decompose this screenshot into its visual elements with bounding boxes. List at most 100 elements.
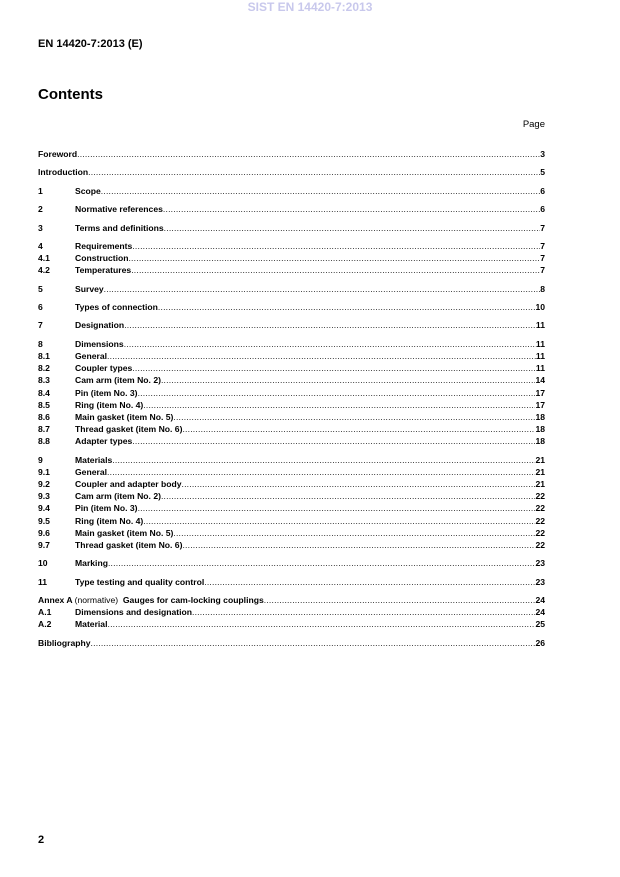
toc-entry-text: Survey (75, 284, 104, 294)
toc-entry-text: Material (75, 619, 107, 629)
toc-entry-page: 8 (540, 283, 545, 294)
toc-entry[interactable]: 9.4 Pin (item No. 3) 22 (38, 503, 545, 515)
document-header: EN 14420-7:2013 (E) (38, 38, 143, 50)
dot-leader (124, 320, 536, 330)
toc-entry-label: Designation (75, 320, 125, 331)
toc-entry-number: 5 (38, 283, 43, 294)
toc-entry-text: Pin (item No. 3) (75, 388, 138, 398)
toc-entry[interactable]: A.2 Material 25 (38, 619, 545, 631)
toc-group: Bibliography 26 (38, 638, 545, 650)
toc-entry-label: Construction (75, 253, 129, 264)
dot-leader (107, 467, 535, 477)
toc-entry[interactable]: 8.3 Cam arm (item No. 2) 14 (38, 375, 545, 387)
toc-entry[interactable]: 9 Materials 21 (38, 455, 545, 467)
toc-entry[interactable]: A.1 Dimensions and designation 24 (38, 607, 545, 619)
toc-entry-page: 18 (535, 411, 545, 422)
table-of-contents: Foreword 3 Introduction 5 1 Scope 6 2 Normative … (38, 149, 545, 656)
toc-entry[interactable]: 9.7 Thread gasket (item No. 6) 22 (38, 540, 545, 552)
toc-entry-text: Coupler and adapter body (75, 479, 181, 489)
toc-entry[interactable]: 3 Terms and definitions 7 (38, 223, 545, 235)
toc-entry-text: Thread gasket (item No. 6) (75, 424, 182, 434)
toc-entry[interactable]: Bibliography 26 (38, 638, 545, 650)
toc-entry[interactable]: 9.3 Cam arm (item No. 2) 22 (38, 491, 545, 503)
dot-leader (143, 400, 535, 410)
toc-entry[interactable]: Annex A (normative) Gauges for cam-locki… (38, 595, 545, 607)
toc-entry-label: Bibliography (38, 637, 91, 648)
toc-entry[interactable]: 8.6 Main gasket (item No. 5) 18 (38, 412, 545, 424)
toc-entry[interactable]: 1 Scope 6 (38, 186, 545, 198)
dot-leader (138, 388, 536, 398)
toc-entry-text: Scope (75, 186, 101, 196)
dot-leader (108, 558, 535, 568)
toc-entry-number: 10 (38, 558, 48, 569)
toc-group: Foreword 3 (38, 149, 545, 161)
toc-entry[interactable]: 11 Type testing and quality control 23 (38, 577, 545, 589)
toc-entry-page: 6 (540, 204, 545, 215)
toc-entry-number: 8.5 (38, 399, 50, 410)
toc-entry[interactable]: 8.7 Thread gasket (item No. 6) 18 (38, 424, 545, 436)
toc-entry-number: 4.2 (38, 265, 50, 276)
toc-group: 1 Scope 6 (38, 186, 545, 198)
toc-entry-number: 7 (38, 320, 43, 331)
toc-entry[interactable]: 8.8 Adapter types 18 (38, 436, 545, 448)
toc-entry[interactable]: Introduction 5 (38, 167, 545, 179)
toc-entry-text: Construction (75, 253, 128, 263)
toc-entry[interactable]: 9.2 Coupler and adapter body 21 (38, 479, 545, 491)
toc-entry-number: 8 (38, 338, 43, 349)
toc-entry[interactable]: 9.1 General 21 (38, 467, 545, 479)
toc-entry-number: 1 (38, 185, 43, 196)
toc-entry-text: General (75, 351, 107, 361)
toc-entry-number: 4 (38, 240, 43, 251)
toc-entry[interactable]: 5 Survey 8 (38, 284, 545, 296)
toc-entry-text: Type testing and quality control (75, 577, 204, 587)
toc-entry-text: Adapter types (75, 436, 132, 446)
toc-entry[interactable]: 8 Dimensions 11 (38, 339, 545, 351)
toc-entry-text: Cam arm (item No. 2) (75, 375, 161, 385)
toc-entry[interactable]: 9.6 Main gasket (item No. 5) 22 (38, 528, 545, 540)
toc-entry-page: 17 (535, 387, 545, 398)
toc-entry[interactable]: 8.5 Ring (item No. 4) 17 (38, 400, 545, 412)
toc-entry-number: 8.6 (38, 411, 50, 422)
toc-entry-text: Ring (item No. 4) (75, 400, 143, 410)
dot-leader (107, 351, 536, 361)
toc-entry-label: Thread gasket (item No. 6) (75, 424, 183, 435)
toc-entry-page: 11 (535, 338, 545, 349)
toc-group: 7 Designation 11 (38, 320, 545, 332)
toc-entry[interactable]: 8.2 Coupler types 11 (38, 363, 545, 375)
toc-entry-label: Dimensions and designation (75, 607, 192, 618)
toc-entry-label: Material (75, 619, 108, 630)
toc-entry-label: Survey (75, 283, 104, 294)
toc-entry-page: 17 (535, 399, 545, 410)
toc-entry[interactable]: 4.2 Temperatures 7 (38, 265, 545, 277)
toc-entry-label: Marking (75, 558, 108, 569)
toc-entry-page: 11 (535, 363, 545, 374)
toc-entry-text: Terms and definitions (75, 223, 164, 233)
toc-entry-label: Main gasket (item No. 5) (75, 527, 174, 538)
toc-entry-number: A.2 (38, 619, 52, 630)
toc-entry[interactable]: 2 Normative references 6 (38, 204, 545, 216)
toc-entry-label: Ring (item No. 4) (75, 399, 144, 410)
toc-entry-label: Type testing and quality control (75, 576, 205, 587)
toc-entry[interactable]: 7 Designation 11 (38, 320, 545, 332)
toc-entry-label: Materials (75, 454, 113, 465)
toc-entry-label: Ring (item No. 4) (75, 515, 144, 526)
toc-entry[interactable]: 6 Types of connection 10 (38, 302, 545, 314)
toc-entry-number: 3 (38, 222, 43, 233)
toc-entry-page: 26 (535, 637, 545, 648)
toc-entry-number: 4.1 (38, 253, 50, 264)
toc-entry-label: Types of connection (75, 302, 158, 312)
dot-leader (107, 619, 535, 629)
toc-entry[interactable]: 8.4 Pin (item No. 3) 17 (38, 388, 545, 400)
toc-entry[interactable]: 4.1 Construction 7 (38, 253, 545, 265)
toc-entry[interactable]: 4 Requirements 7 (38, 241, 545, 253)
toc-entry[interactable]: 8.1 General 11 (38, 351, 545, 363)
toc-entry-label: Main gasket (item No. 5) (75, 411, 174, 422)
toc-entry[interactable]: Foreword 3 (38, 149, 545, 161)
toc-entry-label: Normative references (75, 204, 163, 215)
dot-leader (101, 186, 540, 196)
toc-entry-label: General (75, 350, 108, 361)
dot-leader (88, 167, 540, 177)
toc-entry[interactable]: 10 Marking 23 (38, 558, 545, 570)
toc-entry[interactable]: 9.5 Ring (item No. 4) 22 (38, 516, 545, 528)
toc-entry-label: General (75, 466, 108, 477)
